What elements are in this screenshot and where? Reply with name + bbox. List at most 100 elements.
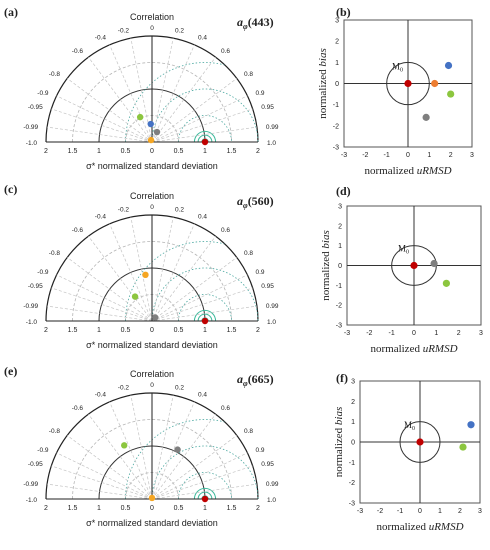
- y-tick-label: 3: [338, 204, 342, 211]
- x-tick-label: 0.5: [174, 327, 184, 334]
- x-tick-label: 3: [478, 508, 482, 515]
- y-tick-label: 2: [338, 223, 342, 230]
- x-tick-label: 1: [97, 148, 101, 155]
- corr-tick-label: -0.95: [28, 283, 43, 290]
- x-tick-label: 1: [438, 508, 442, 515]
- target-diagram-5: -3 -2 -1 0 1 2 3 3 2 1 0 -1 -2 -3 M0 normalized uRMSD no…: [333, 371, 482, 533]
- corr-tick-label: 0.95: [261, 104, 274, 111]
- data-point: [459, 443, 467, 451]
- corr-ray: [151, 108, 253, 143]
- corr-ray: [151, 395, 174, 500]
- x-tick-label: 1: [203, 148, 207, 155]
- corr-tick-label: -0.4: [95, 214, 107, 221]
- x-axis-label: normalized uRMSD: [364, 165, 451, 177]
- y-tick-label: 1: [335, 60, 339, 67]
- corr-ray: [151, 126, 257, 143]
- y-tick-label: 3: [335, 18, 339, 25]
- corr-tick-label: 0.99: [266, 124, 279, 131]
- panel-title: aφ(443): [237, 15, 274, 31]
- corr-tick-label: 0: [150, 204, 154, 211]
- x-tick-label: 1: [203, 327, 207, 334]
- panel-title: aφ(560): [237, 194, 274, 210]
- x-tick-label: 1.5: [68, 327, 78, 334]
- x-tick-label: 2: [458, 508, 462, 515]
- corr-tick-label: -0.4: [95, 35, 107, 42]
- x-tick-label: -1: [384, 152, 390, 159]
- corr-ray: [151, 413, 216, 500]
- x-tick-label: 1.5: [68, 148, 78, 155]
- data-point: [201, 495, 209, 503]
- corr-tick-label: -0.8: [49, 71, 61, 78]
- arc-label: Correlation: [130, 191, 174, 201]
- corr-tick-label: 0.8: [244, 71, 253, 78]
- corr-ray: [88, 56, 153, 143]
- x-tick-label: 0: [418, 508, 422, 515]
- corr-tick-label: -0.2: [118, 27, 130, 34]
- corr-tick-label: 0.4: [198, 214, 207, 221]
- panel-label: (a): [4, 5, 18, 19]
- x-tick-label: 1.5: [227, 327, 237, 334]
- x-tick-label: 0: [150, 148, 154, 155]
- corr-tick-label: -0.8: [49, 428, 61, 435]
- x-tick-label: 0: [150, 327, 154, 334]
- arc-label: Correlation: [130, 12, 174, 22]
- x-tick-label: 0.5: [121, 327, 131, 334]
- corr-tick-label: 0: [150, 382, 154, 389]
- corr-ray: [51, 287, 153, 322]
- corr-ray: [66, 257, 153, 322]
- x-tick-label: 2: [44, 148, 48, 155]
- corr-ray: [51, 465, 153, 500]
- data-point: [148, 494, 156, 502]
- panel-label: (d): [336, 184, 351, 198]
- x-tick-label: 3: [470, 152, 474, 159]
- x-tick-label: 1: [427, 152, 431, 159]
- corr-tick-label: 0.2: [175, 27, 184, 34]
- corr-tick-label: 0.2: [175, 384, 184, 391]
- corr-ray: [151, 38, 174, 143]
- reference-label: M0: [392, 62, 403, 74]
- x-tick-label: -2: [362, 152, 368, 159]
- rms-arc: [197, 134, 213, 143]
- y-tick-label: -1: [333, 102, 339, 109]
- target-diagram-1: -3 -2 -1 0 1 2 3 3 2 1 0 -1 -2 -3 M0 normalized uRMSD no…: [317, 5, 474, 177]
- corr-ray: [130, 395, 153, 500]
- corr-tick-label: 0.6: [221, 405, 230, 412]
- x-axis-label: σ* normalized standard deviation: [86, 161, 218, 171]
- corr-ray: [47, 305, 153, 322]
- corr-tick-label: 0.95: [261, 283, 274, 290]
- corr-tick-label: -0.9: [37, 90, 49, 97]
- y-axis-label: normalized bias: [333, 407, 345, 478]
- data-point: [147, 136, 155, 144]
- x-axis-label: normalized uRMSD: [376, 521, 463, 533]
- corr-tick-label: 0.4: [198, 35, 207, 42]
- reference-label: M0: [398, 244, 409, 256]
- x-tick-label: 1: [97, 327, 101, 334]
- y-tick-label: 0: [335, 81, 339, 88]
- x-tick-label: 0.5: [174, 505, 184, 512]
- corr-ray: [130, 217, 153, 322]
- y-tick-label: -1: [349, 460, 355, 467]
- taylor-diagram-2: 0.2 0.4 0.6 0.8 0.9 0.95 0.99 1.0 0 -0.2 -0.4 -0.6 -…: [4, 182, 279, 350]
- corr-ray: [47, 483, 153, 500]
- data-point: [121, 442, 128, 449]
- rms-arc: [125, 419, 225, 500]
- x-axis-label: σ* normalized standard deviation: [86, 518, 218, 528]
- x-tick-label: 2: [449, 152, 453, 159]
- rms-arc: [193, 130, 217, 143]
- corr-tick-label: -0.99: [23, 481, 38, 488]
- corr-tick-label: -0.6: [72, 405, 84, 412]
- rms-arc: [193, 487, 217, 500]
- corr-ray: [88, 413, 153, 500]
- corr-ray: [151, 274, 248, 322]
- corr-tick-label: 0.6: [221, 227, 230, 234]
- y-tick-label: -3: [333, 145, 339, 152]
- x-tick-label: 1: [434, 330, 438, 337]
- x-tick-label: 0: [150, 505, 154, 512]
- corr-ray: [151, 56, 216, 143]
- taylor-diagram-0: 0.2 0.4 0.6 0.8 0.9 0.95 0.99 1.0 0 -0.2 -0.4 -0.6 -…: [4, 5, 279, 171]
- data-point: [131, 293, 139, 300]
- data-point: [442, 279, 450, 287]
- panel-label: (b): [336, 5, 351, 19]
- data-point: [444, 61, 453, 70]
